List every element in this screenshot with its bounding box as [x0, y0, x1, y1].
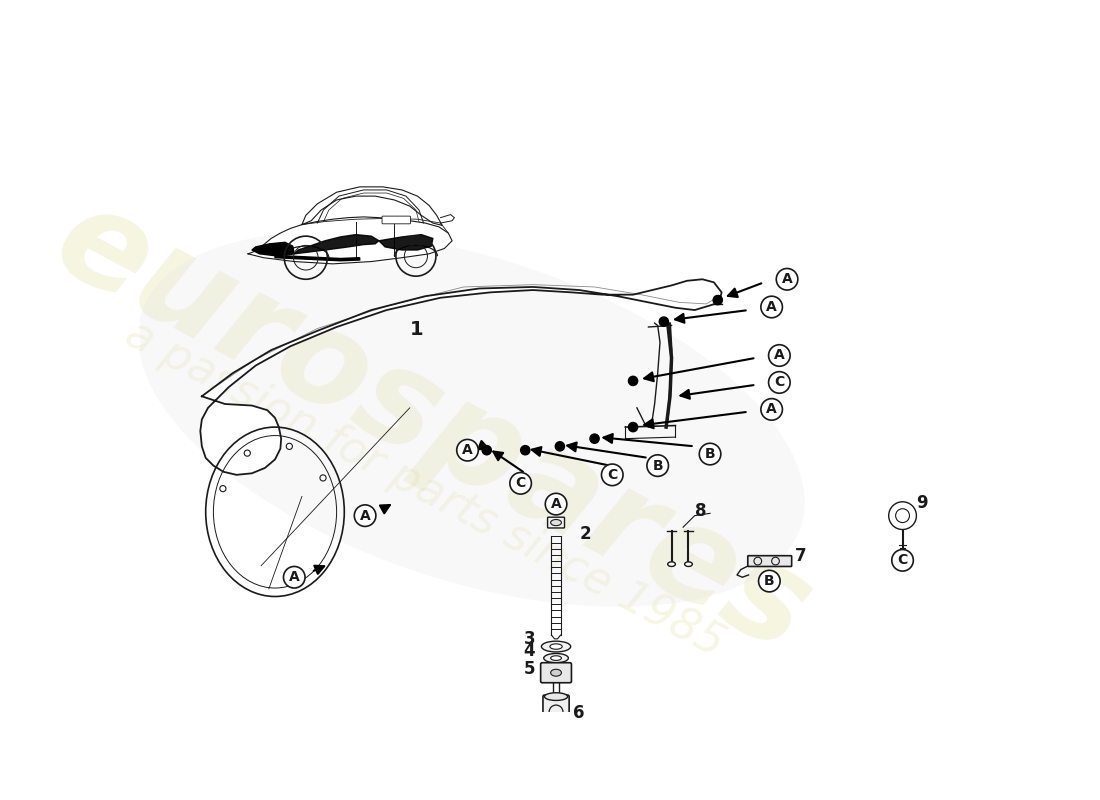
Circle shape	[220, 486, 225, 492]
Text: B: B	[652, 458, 663, 473]
FancyBboxPatch shape	[541, 662, 572, 682]
Circle shape	[700, 443, 720, 465]
Circle shape	[759, 570, 780, 592]
Circle shape	[628, 376, 638, 386]
Circle shape	[284, 566, 305, 588]
Text: B: B	[705, 447, 715, 461]
Circle shape	[628, 422, 638, 432]
Text: 3: 3	[524, 630, 536, 648]
Circle shape	[590, 434, 600, 443]
Ellipse shape	[544, 693, 568, 701]
Text: A: A	[289, 570, 299, 584]
Circle shape	[761, 296, 782, 318]
Text: C: C	[607, 468, 617, 482]
Polygon shape	[200, 279, 722, 475]
Circle shape	[244, 450, 251, 456]
Polygon shape	[295, 234, 378, 254]
Text: A: A	[551, 497, 561, 511]
Text: B: B	[764, 574, 774, 588]
Polygon shape	[301, 187, 442, 226]
Circle shape	[556, 442, 564, 451]
Text: 8: 8	[695, 502, 706, 520]
FancyBboxPatch shape	[382, 216, 410, 224]
Text: C: C	[898, 554, 907, 567]
Circle shape	[546, 494, 566, 515]
Text: 1: 1	[409, 320, 424, 338]
Text: eurospares: eurospares	[34, 175, 832, 679]
Ellipse shape	[138, 232, 805, 606]
Polygon shape	[249, 217, 452, 264]
Polygon shape	[275, 255, 360, 261]
Ellipse shape	[684, 562, 692, 566]
Ellipse shape	[551, 519, 561, 526]
Text: 2: 2	[580, 525, 591, 542]
Circle shape	[456, 439, 478, 461]
Polygon shape	[252, 242, 295, 256]
Text: A: A	[774, 349, 784, 362]
Text: A: A	[767, 300, 777, 314]
Circle shape	[769, 372, 790, 394]
Ellipse shape	[668, 562, 675, 566]
Ellipse shape	[550, 644, 562, 650]
Polygon shape	[378, 234, 433, 250]
Text: A: A	[767, 402, 777, 416]
Circle shape	[286, 443, 293, 450]
Text: 7: 7	[794, 547, 806, 565]
Circle shape	[482, 446, 492, 455]
Circle shape	[510, 473, 531, 494]
Text: 6: 6	[573, 704, 584, 722]
Text: 5: 5	[524, 659, 536, 678]
FancyBboxPatch shape	[548, 517, 564, 528]
Circle shape	[777, 269, 797, 290]
Ellipse shape	[541, 641, 571, 652]
Circle shape	[713, 295, 723, 305]
Text: a passion for parts since 1985: a passion for parts since 1985	[119, 312, 732, 666]
Circle shape	[761, 398, 782, 420]
Ellipse shape	[551, 670, 561, 676]
FancyBboxPatch shape	[543, 695, 569, 729]
Ellipse shape	[543, 654, 569, 662]
Text: A: A	[360, 509, 371, 522]
Text: C: C	[774, 375, 784, 390]
Circle shape	[320, 475, 326, 481]
Circle shape	[354, 505, 376, 526]
Text: A: A	[782, 272, 792, 286]
Circle shape	[647, 455, 669, 476]
Circle shape	[602, 464, 623, 486]
Circle shape	[892, 550, 913, 571]
Circle shape	[520, 446, 530, 455]
Text: 9: 9	[916, 494, 928, 512]
Text: A: A	[462, 443, 473, 457]
Text: C: C	[516, 476, 526, 490]
FancyBboxPatch shape	[748, 556, 792, 566]
Circle shape	[659, 317, 669, 326]
Ellipse shape	[544, 723, 568, 731]
Circle shape	[769, 345, 790, 366]
Ellipse shape	[551, 656, 561, 661]
Text: 4: 4	[524, 642, 536, 660]
